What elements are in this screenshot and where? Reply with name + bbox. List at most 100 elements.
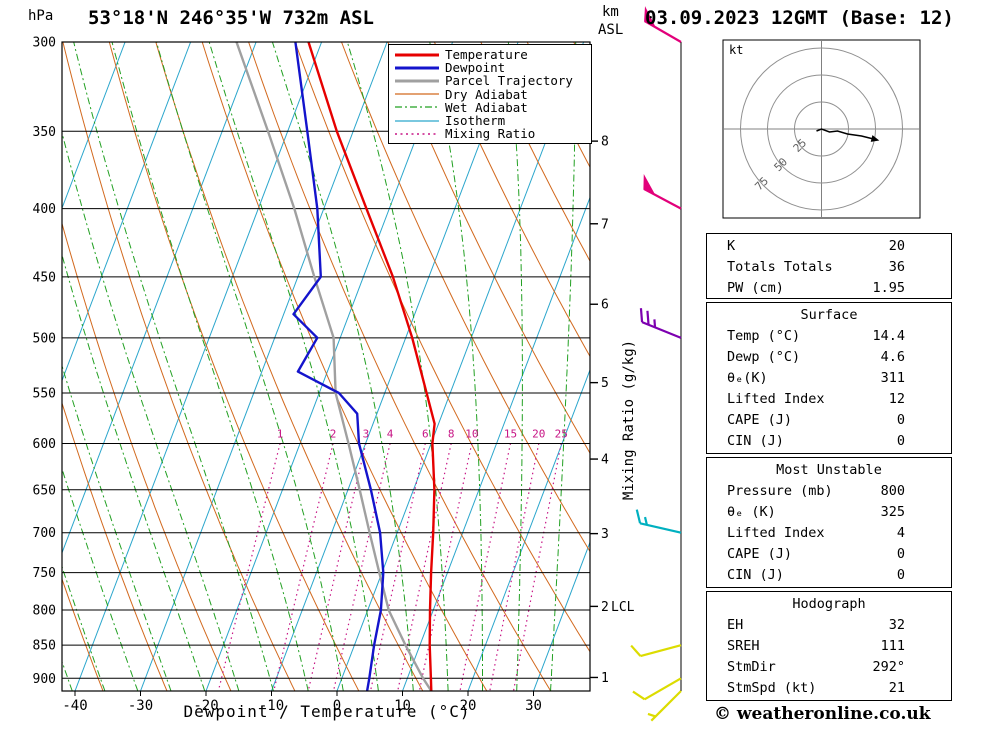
stats-table: Hodograph EH 32 SREH 111 StmDir 292° StmSpd (kt… (706, 591, 952, 701)
table-row-label: K (727, 238, 736, 254)
temperature-tick-label: -10 (259, 698, 284, 714)
table-row-value: 800 (880, 483, 905, 499)
mixing-ratio-value-label: 2 (330, 427, 337, 440)
table-row: CAPE (J) 0 (707, 544, 951, 565)
plot-border (61, 41, 591, 692)
mixing-ratio-value-label: 20 (532, 427, 545, 440)
table-row-value: 0 (896, 567, 905, 583)
hodograph-trace (816, 128, 874, 140)
table-title: Hodograph (792, 596, 866, 612)
table-row-label: Temp (°C) (727, 328, 801, 344)
altitude-axis-unit-asl: ASL (598, 22, 624, 38)
km-tick-label: 1 (601, 671, 609, 686)
legend-item-label: Isotherm (445, 113, 506, 129)
table-title: Most Unstable (776, 462, 882, 478)
temperature-tick-label: 30 (525, 698, 542, 714)
legend-line-sample (395, 53, 439, 57)
legend-item: Dewpoint (394, 61, 586, 74)
table-row-label: CIN (J) (727, 567, 784, 583)
datetime-title: 03.09.2023 12GMT (Base: 12) (645, 7, 954, 29)
wind-barb (644, 6, 682, 43)
table-row-label: StmDir (727, 659, 776, 675)
legend-line-sample (395, 132, 439, 135)
table-row-label: CAPE (J) (727, 546, 793, 562)
legend-item-label: Parcel Trajectory (445, 73, 573, 89)
table-row-value: 292° (872, 659, 905, 675)
mixing-ratio-axis-label: Mixing Ratio (g/kg) (621, 339, 637, 501)
wind-barb (635, 509, 682, 534)
mixing-ratio-value-label: 3 (363, 427, 370, 440)
table-row: Lifted Index 4 (707, 523, 951, 544)
stats-table: K 20 Totals Totals 36 PW (cm) 1.95 (706, 233, 952, 299)
pressure-tick-label: 550 (33, 387, 56, 402)
pressure-tick-label: 500 (33, 331, 56, 346)
hodograph-arrow (870, 135, 880, 142)
table-row-label: Lifted Index (727, 525, 825, 541)
legend-item-label: Temperature (445, 47, 528, 63)
legend-item-label: Dry Adiabat (445, 86, 528, 102)
wet-adiabat-lines (62, 42, 577, 691)
table-row: K 20 (707, 236, 951, 257)
table-row-value: 0 (896, 546, 905, 562)
stats-table: Surface Temp (°C) 14.4 Dewp (°C) 4.6 θₑ(K) 311… (706, 302, 952, 454)
table-row-label: CAPE (J) (727, 412, 793, 428)
pressure-axis-unit: hPa (28, 8, 54, 24)
km-tick-label: 6 (601, 298, 609, 313)
pressure-tick-label: 850 (33, 639, 56, 654)
pressure-grid-lines (62, 42, 590, 679)
table-row-value: 0 (896, 433, 905, 449)
table-row-value: 14.4 (872, 328, 905, 344)
dewpoint-curve (292, 42, 385, 691)
altitude-axis-unit-km: km (602, 4, 619, 20)
table-row-value: 111 (880, 638, 905, 654)
mixing-ratio-value-label: 6 (422, 427, 429, 440)
legend-item-label: Mixing Ratio (445, 126, 536, 142)
stats-table: Most Unstable Pressure (mb) 800 θₑ (K) 325 Li… (706, 457, 952, 588)
table-row-value: 311 (880, 370, 905, 386)
table-row: SREH 111 (707, 636, 951, 657)
table-row: CAPE (J) 0 (707, 410, 951, 431)
lcl-label: LCL (611, 600, 635, 615)
table-row: θₑ(K) 311 (707, 368, 951, 389)
wind-barb (643, 174, 682, 210)
mixing-ratio-value-label: 4 (387, 427, 394, 440)
pressure-tick-label: 750 (33, 566, 56, 581)
km-tick-label: 4 (601, 453, 609, 468)
table-row-value: 21 (888, 680, 905, 696)
x-axis-title: Dewpoint / Temperature (°C) (183, 702, 471, 721)
legend: Temperature Dewpoint Parcel Trajectory Dry … (388, 44, 592, 145)
temperature-tick-label: -40 (62, 698, 87, 714)
temperature-tick-label: 20 (460, 698, 477, 714)
table-row-label: StmSpd (kt) (727, 680, 817, 696)
hodograph-ring (794, 101, 849, 157)
table-row-label: Totals Totals (727, 259, 833, 275)
table-row: StmSpd (kt) 21 (707, 678, 951, 699)
mixing-ratio-labels: 1 2 3 4 6 8 10 15 20 25 (277, 427, 568, 440)
legend-line-sample (395, 119, 439, 122)
wind-barb (632, 677, 682, 701)
temperature-tick-label: -20 (193, 698, 218, 714)
pressure-tick-label: 350 (33, 125, 56, 140)
station-title: 53°18'N 246°35'W 732m ASL (88, 7, 374, 29)
table-row-value: 4.6 (880, 349, 905, 365)
legend-item-label: Wet Adiabat (445, 99, 528, 115)
table-row-label: Pressure (mb) (727, 483, 833, 499)
temperature-tick-label: -30 (128, 698, 153, 714)
table-row: θₑ (K) 325 (707, 502, 951, 523)
copyright: © weatheronline.co.uk (714, 704, 931, 724)
mixing-ratio-value-label: 25 (555, 427, 568, 440)
mixing-ratio-value-label: 8 (448, 427, 455, 440)
pressure-tick-label: 900 (33, 672, 56, 687)
legend-item-label: Dewpoint (445, 60, 506, 76)
altitude-ticks: 1 2 LCL 3 4 5 6 7 8 (590, 135, 635, 686)
pressure-tick-label: 400 (33, 202, 56, 217)
parcel-trajectory-curve (235, 42, 433, 691)
pressure-tick-label: 300 (33, 36, 56, 51)
pressure-tick-label: 650 (33, 483, 56, 498)
table-row-label: EH (727, 617, 744, 633)
table-row: Lifted Index 12 (707, 389, 951, 410)
table-row-label: θₑ(K) (727, 370, 768, 386)
table-row-label: Lifted Index (727, 391, 825, 407)
table-row: StmDir 292° (707, 657, 951, 678)
legend-line-sample (395, 79, 439, 83)
